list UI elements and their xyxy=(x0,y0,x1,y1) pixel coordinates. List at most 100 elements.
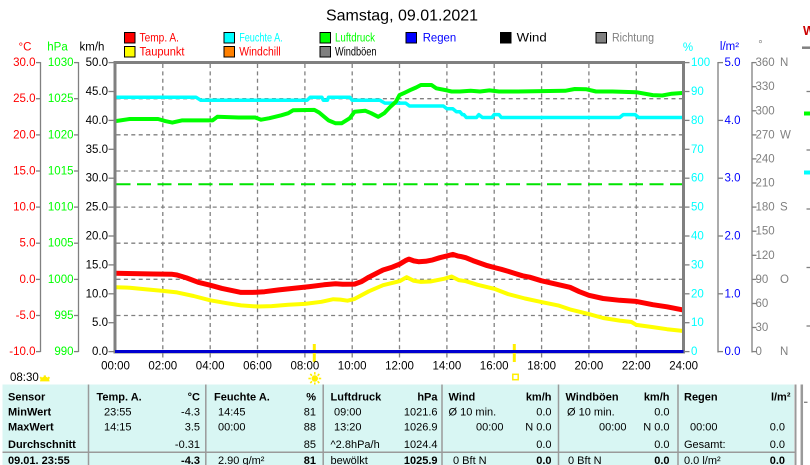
svg-text:3.5: 3.5 xyxy=(185,422,200,434)
svg-text:0.0: 0.0 xyxy=(654,439,669,451)
svg-text:10: 10 xyxy=(691,317,704,329)
svg-text:N: N xyxy=(780,57,788,69)
svg-text:Feuchte A.: Feuchte A. xyxy=(239,33,283,45)
svg-text:10.0: 10.0 xyxy=(86,288,108,300)
svg-text:08:30: 08:30 xyxy=(10,372,39,384)
svg-text:°C: °C xyxy=(19,42,32,54)
svg-text:20.0: 20.0 xyxy=(13,129,35,141)
svg-text:3.0: 3.0 xyxy=(725,173,741,185)
svg-text:180: 180 xyxy=(756,202,775,214)
svg-text:Regen: Regen xyxy=(423,33,457,45)
svg-text:14:15: 14:15 xyxy=(104,422,132,434)
svg-text:°: ° xyxy=(758,39,762,51)
svg-text:Taupunkt: Taupunkt xyxy=(140,47,186,59)
svg-text:10.0: 10.0 xyxy=(13,202,35,214)
svg-text:Wind: Wind xyxy=(449,392,476,404)
svg-text:990: 990 xyxy=(54,346,73,358)
svg-text:300: 300 xyxy=(756,105,775,117)
svg-text:14:00: 14:00 xyxy=(433,361,462,373)
svg-text:240: 240 xyxy=(756,153,775,165)
svg-text:1010: 1010 xyxy=(48,202,74,214)
svg-text:^2.8hPa/h: ^2.8hPa/h xyxy=(331,439,380,451)
svg-text:Windböen: Windböen xyxy=(566,392,619,404)
svg-text:Windböen: Windböen xyxy=(335,47,377,59)
svg-text:02:00: 02:00 xyxy=(148,361,177,373)
svg-text:-4.3: -4.3 xyxy=(181,407,200,419)
svg-text:81: 81 xyxy=(304,407,316,419)
svg-text:50.0: 50.0 xyxy=(86,57,108,69)
svg-text:0.0: 0.0 xyxy=(536,407,551,419)
svg-text:%: % xyxy=(683,42,693,54)
svg-text:l/m²: l/m² xyxy=(720,41,739,53)
svg-text:150: 150 xyxy=(756,226,775,238)
svg-text:1015: 1015 xyxy=(48,166,74,178)
svg-text:Wind: Wind xyxy=(517,33,547,45)
svg-text:15.0: 15.0 xyxy=(86,259,108,271)
svg-text:40.0: 40.0 xyxy=(86,115,108,127)
svg-text:km/h: km/h xyxy=(644,392,670,404)
svg-text:0.0 l/m²: 0.0 l/m² xyxy=(684,455,721,465)
svg-text:MinWert: MinWert xyxy=(8,407,52,419)
svg-text:10:00: 10:00 xyxy=(338,361,367,373)
svg-text:04:00: 04:00 xyxy=(196,361,225,373)
svg-text:-4.3: -4.3 xyxy=(181,455,200,465)
svg-text:bewölkt: bewölkt xyxy=(331,455,368,465)
svg-text:1024.4: 1024.4 xyxy=(404,439,438,451)
svg-text:0.0: 0.0 xyxy=(654,407,669,419)
svg-text:30.0: 30.0 xyxy=(13,57,35,69)
svg-text:0.0: 0.0 xyxy=(536,439,551,451)
svg-text:Luftdruck: Luftdruck xyxy=(331,392,383,404)
svg-text:09:00: 09:00 xyxy=(334,407,362,419)
svg-text:16:00: 16:00 xyxy=(480,361,509,373)
svg-text:N: N xyxy=(780,346,788,358)
svg-text:1021.6: 1021.6 xyxy=(404,407,438,419)
svg-text:W: W xyxy=(780,129,791,141)
svg-text:210: 210 xyxy=(756,178,775,190)
svg-text:-10.0: -10.0 xyxy=(9,346,35,358)
svg-text:hPa: hPa xyxy=(47,42,68,54)
svg-text:5.0: 5.0 xyxy=(20,238,36,250)
svg-text:1.0: 1.0 xyxy=(725,288,741,300)
svg-text:Richtung: Richtung xyxy=(612,33,654,45)
svg-text:Temp. A.: Temp. A. xyxy=(140,33,180,45)
svg-text:4.0: 4.0 xyxy=(725,115,741,127)
svg-text:MaxWert: MaxWert xyxy=(8,422,54,434)
svg-text:0.0: 0.0 xyxy=(770,439,785,451)
svg-text:S: S xyxy=(780,202,788,214)
svg-text:0: 0 xyxy=(691,346,697,358)
svg-text:85: 85 xyxy=(304,439,316,451)
svg-text:0.0: 0.0 xyxy=(654,455,669,465)
svg-text:18:00: 18:00 xyxy=(527,361,556,373)
svg-text:Samstag, 09.01.2021: Samstag, 09.01.2021 xyxy=(326,8,478,25)
svg-text:120: 120 xyxy=(756,250,775,262)
svg-text:°C: °C xyxy=(188,392,200,404)
svg-text:1005: 1005 xyxy=(48,238,74,250)
svg-text:5.0: 5.0 xyxy=(725,57,741,69)
svg-text:35.0: 35.0 xyxy=(86,144,108,156)
svg-text:2.0: 2.0 xyxy=(725,231,741,243)
svg-text:60: 60 xyxy=(691,173,704,185)
svg-text:15.0: 15.0 xyxy=(13,166,35,178)
svg-text:N 0.0: N 0.0 xyxy=(643,422,669,434)
svg-text:25.0: 25.0 xyxy=(86,202,108,214)
svg-text:23:55: 23:55 xyxy=(104,407,132,419)
svg-text:00:00: 00:00 xyxy=(476,422,504,434)
svg-text:0.0: 0.0 xyxy=(770,455,785,465)
svg-text:N 0.0: N 0.0 xyxy=(525,422,551,434)
svg-text:30: 30 xyxy=(691,259,704,271)
svg-text:Gesamt:: Gesamt: xyxy=(684,439,726,451)
svg-text:20:00: 20:00 xyxy=(575,361,604,373)
svg-text:995: 995 xyxy=(54,310,73,322)
svg-text:W: W xyxy=(803,24,810,38)
svg-text:24:00: 24:00 xyxy=(669,361,698,373)
svg-text:0.0: 0.0 xyxy=(725,346,741,358)
svg-text:Temp. A.: Temp. A. xyxy=(97,392,142,404)
svg-text:50: 50 xyxy=(691,202,704,214)
svg-text:25.0: 25.0 xyxy=(13,93,35,105)
svg-text:5.0: 5.0 xyxy=(92,317,108,329)
svg-text:09.01. 23:55: 09.01. 23:55 xyxy=(8,455,70,465)
svg-text:70: 70 xyxy=(691,144,704,156)
svg-text:00:00: 00:00 xyxy=(599,422,627,434)
svg-text:08:00: 08:00 xyxy=(291,361,320,373)
svg-text:40: 40 xyxy=(691,231,704,243)
